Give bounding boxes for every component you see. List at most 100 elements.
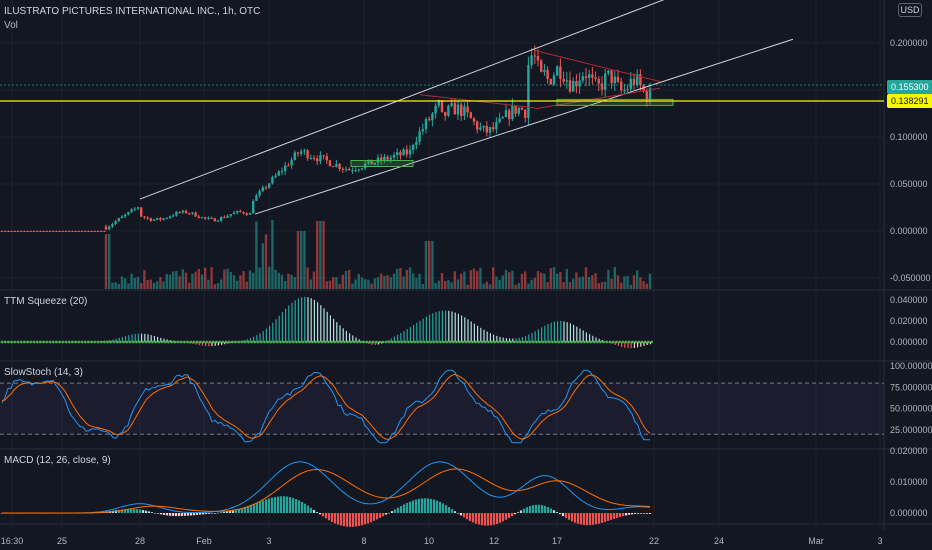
squeeze-bar [393, 336, 395, 342]
macd-hist-bar [285, 496, 289, 513]
candle-body [533, 55, 536, 57]
macd-hist-bar [453, 511, 457, 513]
squeeze-dot [407, 340, 410, 344]
volume-bar [300, 231, 303, 289]
squeeze-bar [211, 342, 213, 347]
squeeze-dot [99, 340, 103, 344]
squeeze-bar [509, 338, 511, 342]
candle-body [23, 231, 26, 232]
squeeze-bar [525, 335, 527, 342]
candle-body [469, 112, 472, 119]
macd-hist-bar [498, 513, 502, 523]
volume-bar [165, 274, 168, 289]
candle-body [191, 212, 194, 214]
squeeze-bar [304, 296, 306, 342]
candle-body [386, 156, 389, 160]
price-tick-label: -0.050000 [890, 273, 931, 283]
squeeze-dot [202, 340, 206, 344]
candle-body [252, 200, 255, 214]
squeeze-bar [147, 334, 149, 342]
squeeze-bar [131, 334, 133, 342]
macd-hist-bar [150, 512, 154, 513]
volume-bar [472, 268, 476, 289]
volume-bar [351, 283, 354, 289]
squeeze-dot [445, 340, 449, 344]
squeeze-dot [359, 340, 362, 344]
squeeze-dot [624, 340, 628, 344]
squeeze-bar [406, 329, 408, 342]
squeeze-dot [263, 340, 266, 344]
candle-body [565, 80, 568, 82]
candle-body [26, 231, 29, 232]
squeeze-dot [618, 340, 621, 344]
macd-hist-bar [207, 513, 211, 514]
squeeze-dot [573, 340, 577, 344]
squeeze-bar [409, 327, 411, 342]
squeeze-dot [74, 340, 77, 344]
volume-bar [591, 275, 594, 289]
squeeze-bar [397, 334, 399, 342]
squeeze-dot [451, 340, 455, 344]
volume-bar [584, 267, 588, 289]
volume-bar [140, 283, 143, 289]
macd-hist-bar [180, 513, 184, 516]
currency-button[interactable]: USD [898, 3, 922, 17]
squeeze-dot [557, 340, 561, 344]
squeeze-dot [247, 340, 250, 344]
volume-bar [418, 273, 421, 289]
squeeze-bar [333, 318, 335, 342]
macd-hist-bar [489, 513, 493, 526]
stoch-pane[interactable] [0, 369, 884, 444]
volume-bar [447, 280, 450, 289]
volume-bar [508, 272, 511, 289]
candle-body [364, 163, 367, 169]
macd-hist-bar [621, 513, 625, 517]
macd-hist-bar [519, 510, 523, 513]
squeeze-dot [477, 340, 481, 344]
macd-hist-bar [537, 504, 541, 513]
candle-body [415, 141, 418, 146]
squeeze-dot [605, 340, 609, 344]
volume-bar [565, 268, 568, 289]
squeeze-bar [288, 305, 290, 342]
squeeze-dot [208, 340, 212, 344]
candle-body [344, 168, 348, 170]
candle-body [87, 231, 90, 232]
price-pane[interactable] [0, 0, 884, 232]
squeeze-pane[interactable] [0, 296, 653, 349]
squeeze-dot [403, 340, 407, 344]
macd-pane-label: MACD (12, 26, close, 9) [4, 455, 111, 466]
squeeze-dot [163, 340, 167, 344]
volume-bar [258, 267, 261, 289]
squeeze-dot [439, 340, 442, 344]
squeeze-bar [253, 336, 255, 342]
candle-body [405, 149, 408, 155]
macd-hist-bar [513, 513, 517, 515]
squeeze-bar [403, 331, 405, 342]
squeeze-dot [224, 340, 228, 344]
squeeze-dot [160, 340, 164, 344]
candle-body [100, 231, 103, 232]
candle-body [354, 170, 357, 172]
squeeze-dot [141, 340, 145, 344]
squeeze-bar [166, 339, 168, 342]
volume-bar [136, 276, 140, 289]
squeeze-dot [355, 340, 359, 344]
candle-body [140, 207, 143, 217]
macd-hist-bar [366, 513, 370, 524]
macd-pane[interactable] [0, 461, 652, 527]
squeeze-dot [119, 340, 122, 344]
candle-body [223, 217, 226, 219]
squeeze-dot [365, 340, 369, 344]
price-axis[interactable]: 0.2000000.1500000.1000000.0500000.000000… [890, 38, 932, 518]
time-axis[interactable]: 16:30 25 28 Feb 3 8 10 12 17 22 24 Mar 3 [1, 536, 883, 546]
macd-hist-bar [348, 513, 352, 527]
candle-body [13, 231, 16, 232]
squeeze-dot [579, 340, 583, 344]
macd-hist-bar [171, 513, 175, 516]
macd-hist-bar [528, 506, 532, 513]
volume-bar [405, 270, 408, 289]
volume-bar [284, 281, 287, 289]
candle-body [536, 56, 540, 61]
